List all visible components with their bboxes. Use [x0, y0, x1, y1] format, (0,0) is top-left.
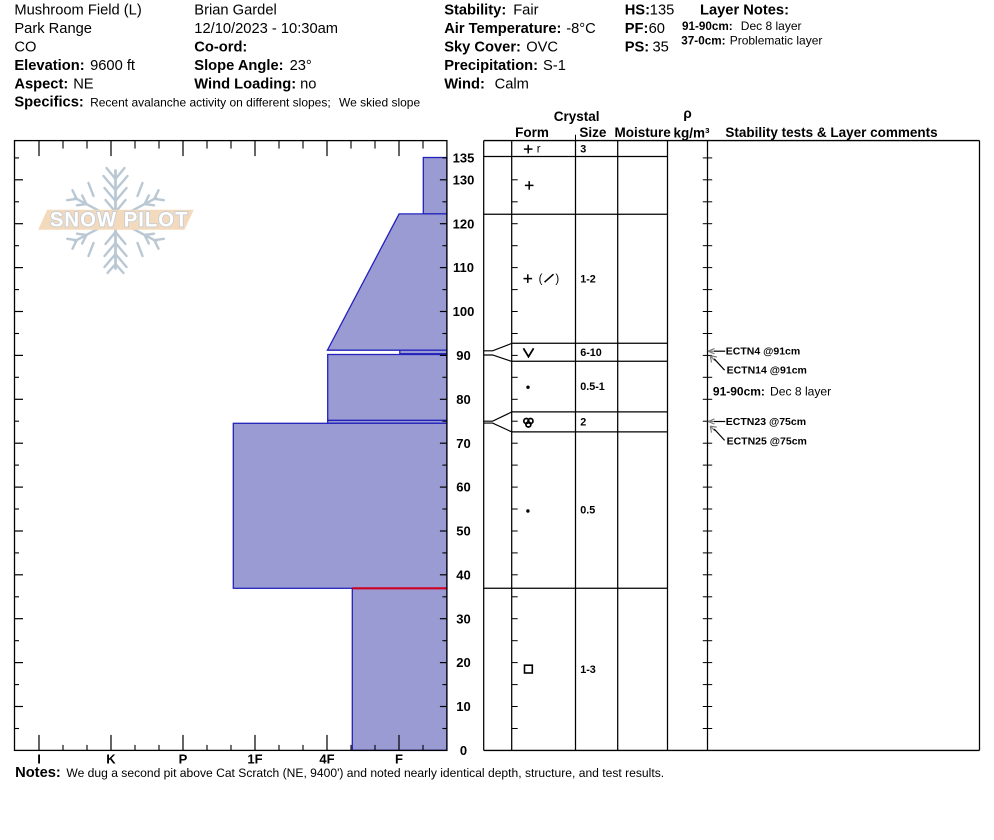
svg-text:Stability:: Stability: [444, 3, 506, 19]
svg-text:ECTN14 @91cm: ECTN14 @91cm [727, 365, 807, 377]
svg-text:40: 40 [456, 567, 470, 582]
svg-text:Air Temperature:: Air Temperature: [444, 21, 561, 37]
svg-text:ECTN4 @91cm: ECTN4 @91cm [726, 345, 800, 357]
svg-text:Aspect:: Aspect: [14, 76, 68, 92]
svg-text:Wind:: Wind: [444, 76, 485, 92]
svg-text:37-0cm:: 37-0cm: [681, 35, 725, 48]
svg-text:-8°C: -8°C [566, 21, 596, 37]
svg-text:4F: 4F [319, 751, 334, 766]
svg-text:We dug a second pit above Cat: We dug a second pit above Cat Scratch (N… [66, 766, 664, 780]
svg-text:6-10: 6-10 [580, 347, 602, 359]
svg-text:Problematic layer: Problematic layer [730, 34, 823, 48]
svg-text:80: 80 [456, 392, 470, 407]
svg-text:PS:: PS: [625, 39, 649, 55]
svg-text:Mushroom Field (L): Mushroom Field (L) [14, 3, 141, 19]
svg-text:OVC: OVC [526, 39, 558, 55]
svg-text:60: 60 [456, 480, 470, 495]
svg-text:9600 ft: 9600 ft [90, 58, 135, 74]
svg-text:20: 20 [456, 655, 470, 670]
svg-text:12/10/2023 - 10:30am: 12/10/2023 - 10:30am [194, 21, 338, 37]
svg-text:35: 35 [653, 39, 669, 55]
svg-text:(: ( [539, 274, 543, 286]
svg-text:ECTN25 @75cm: ECTN25 @75cm [727, 435, 807, 447]
svg-text:110: 110 [453, 260, 474, 275]
svg-text:0.5: 0.5 [580, 505, 595, 517]
svg-text:Recent avalanche activity on d: Recent avalanche activity on different s… [90, 95, 331, 109]
svg-text:70: 70 [456, 436, 470, 451]
svg-text:CO: CO [14, 39, 36, 55]
svg-text:Specifics:: Specifics: [14, 94, 83, 110]
svg-text:K: K [106, 751, 116, 766]
svg-text:Form: Form [515, 125, 549, 140]
svg-text:ECTN23 @75cm: ECTN23 @75cm [726, 416, 806, 428]
svg-text:ρ: ρ [683, 106, 691, 121]
svg-text:F: F [395, 751, 403, 766]
svg-text:P: P [179, 751, 188, 766]
svg-text:30: 30 [456, 611, 470, 626]
svg-text:0.5-1: 0.5-1 [580, 381, 605, 393]
svg-text:1-2: 1-2 [580, 273, 596, 285]
svg-text:91-90cm:: 91-90cm: [682, 20, 733, 33]
svg-text:0: 0 [460, 743, 467, 758]
svg-text:no: no [300, 76, 316, 92]
svg-text:kg/m³: kg/m³ [673, 125, 710, 140]
svg-text:135: 135 [650, 3, 675, 19]
svg-text:Co-ord:: Co-ord: [194, 39, 247, 55]
svg-text:Calm: Calm [495, 76, 529, 92]
svg-text:We skied slope: We skied slope [339, 95, 420, 109]
svg-text:2: 2 [580, 417, 586, 429]
svg-text:Size: Size [579, 125, 607, 140]
svg-text:1F: 1F [247, 751, 262, 766]
svg-text:130: 130 [453, 172, 475, 187]
svg-text:Fair: Fair [513, 3, 538, 19]
svg-text:HS:: HS: [625, 3, 650, 19]
svg-text:90: 90 [456, 348, 470, 363]
svg-text:50: 50 [456, 524, 470, 539]
svg-text:r: r [537, 143, 541, 155]
svg-text:): ) [555, 274, 559, 286]
svg-text:10: 10 [456, 699, 470, 714]
svg-text:Brian Gardel: Brian Gardel [194, 3, 276, 19]
svg-text:60: 60 [649, 21, 665, 37]
svg-text:3: 3 [580, 144, 586, 156]
svg-text:Elevation:: Elevation: [14, 58, 84, 74]
svg-text:Slope Angle:: Slope Angle: [194, 58, 283, 74]
svg-text:23°: 23° [290, 58, 312, 74]
svg-text:91-90cm:: 91-90cm: [713, 384, 765, 398]
svg-text:1-3: 1-3 [580, 664, 596, 676]
svg-text:135: 135 [453, 151, 475, 166]
svg-text:Sky Cover:: Sky Cover: [444, 39, 521, 55]
svg-text:I: I [37, 751, 41, 766]
svg-text:Layer Notes:: Layer Notes: [700, 3, 789, 19]
svg-text:Wind Loading:: Wind Loading: [194, 76, 296, 92]
svg-text:Crystal: Crystal [554, 109, 600, 124]
svg-text:Precipitation:: Precipitation: [444, 58, 538, 74]
svg-text:Park Range: Park Range [14, 21, 92, 37]
svg-text:S-1: S-1 [543, 58, 566, 74]
svg-text:Dec 8 layer: Dec 8 layer [741, 19, 802, 33]
svg-text:NE: NE [73, 76, 94, 92]
svg-text:SNOW PILOT: SNOW PILOT [50, 209, 189, 232]
svg-text:Notes:: Notes: [15, 765, 61, 781]
svg-text:Moisture: Moisture [614, 125, 671, 140]
svg-text:PF:: PF: [625, 21, 649, 37]
svg-text:100: 100 [453, 304, 475, 319]
svg-text:120: 120 [453, 216, 475, 231]
svg-text:Stability tests & Layer commen: Stability tests & Layer comments [725, 125, 937, 140]
svg-text:Dec 8 layer: Dec 8 layer [770, 384, 831, 398]
